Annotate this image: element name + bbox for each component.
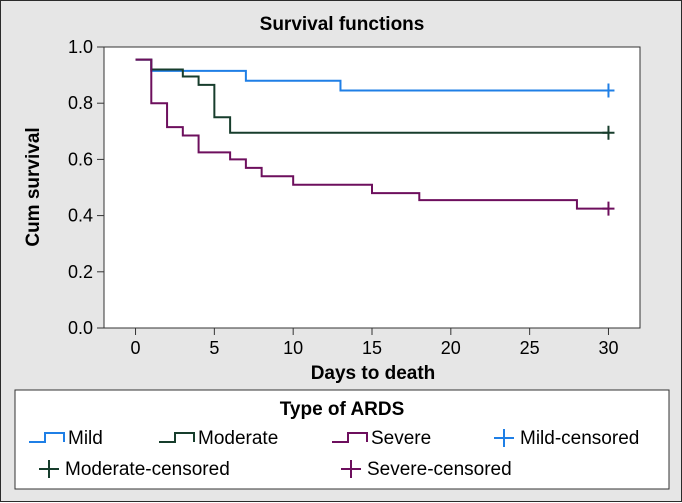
chart-title: Survival functions [260,14,425,35]
legend-label: Moderate-censored [65,459,230,480]
censor-mark-severe [602,201,615,216]
legend-item: Moderate [159,428,278,449]
series-layer [135,58,615,216]
legend-item: Severe [332,428,431,449]
x-tick-label: 0 [131,338,141,358]
y-tick-label: 1.0 [68,37,93,57]
x-tick-label: 10 [283,338,303,358]
legend-label: Mild [68,428,103,449]
legend-label: Mild-censored [520,428,639,449]
y-tick-label: 0.0 [68,318,93,338]
legend-item: Severe-censored [341,459,512,480]
y-tick-label: 0.6 [68,149,93,169]
x-tick-label: 5 [209,338,219,358]
series-severe [135,58,609,210]
legend-item: Mild-censored [494,428,639,449]
y-tick-label: 0.4 [68,206,93,226]
legend-item: Mild [29,428,103,449]
x-tick-label: 30 [598,338,618,358]
legend-plus-swatch [494,429,514,447]
legend-plus-swatch [39,460,59,478]
legend-box [14,389,670,490]
legend-step-swatch [332,432,368,443]
legend-label: Moderate [198,428,278,449]
legend-title: Type of ARDS [280,399,405,420]
y-tick-label: 0.8 [68,93,93,113]
x-tick-label: 20 [441,338,461,358]
x-tick-label: 25 [520,338,540,358]
legend-label: Severe-censored [367,459,512,480]
y-axis: 0.0 0.2 0.4 0.6 0.8 1.0 [68,37,104,338]
legend-plus-swatch [341,460,361,478]
legend-step-swatch [29,432,65,443]
x-axis: 0 5 10 15 20 25 30 [131,328,618,358]
y-tick-label: 0.2 [68,262,93,282]
x-axis-title: Days to death [311,363,436,384]
x-tick-label: 15 [362,338,382,358]
censor-mark-moderate [602,125,615,140]
legend: Mild Moderate Severe Mild-censored Moderate-… [29,428,639,480]
legend-item: Moderate-censored [39,459,230,480]
legend-step-swatch [159,432,195,443]
censor-mark-mild [602,83,615,98]
y-axis-title: Cum survival [23,127,44,246]
legend-label: Severe [371,428,431,449]
